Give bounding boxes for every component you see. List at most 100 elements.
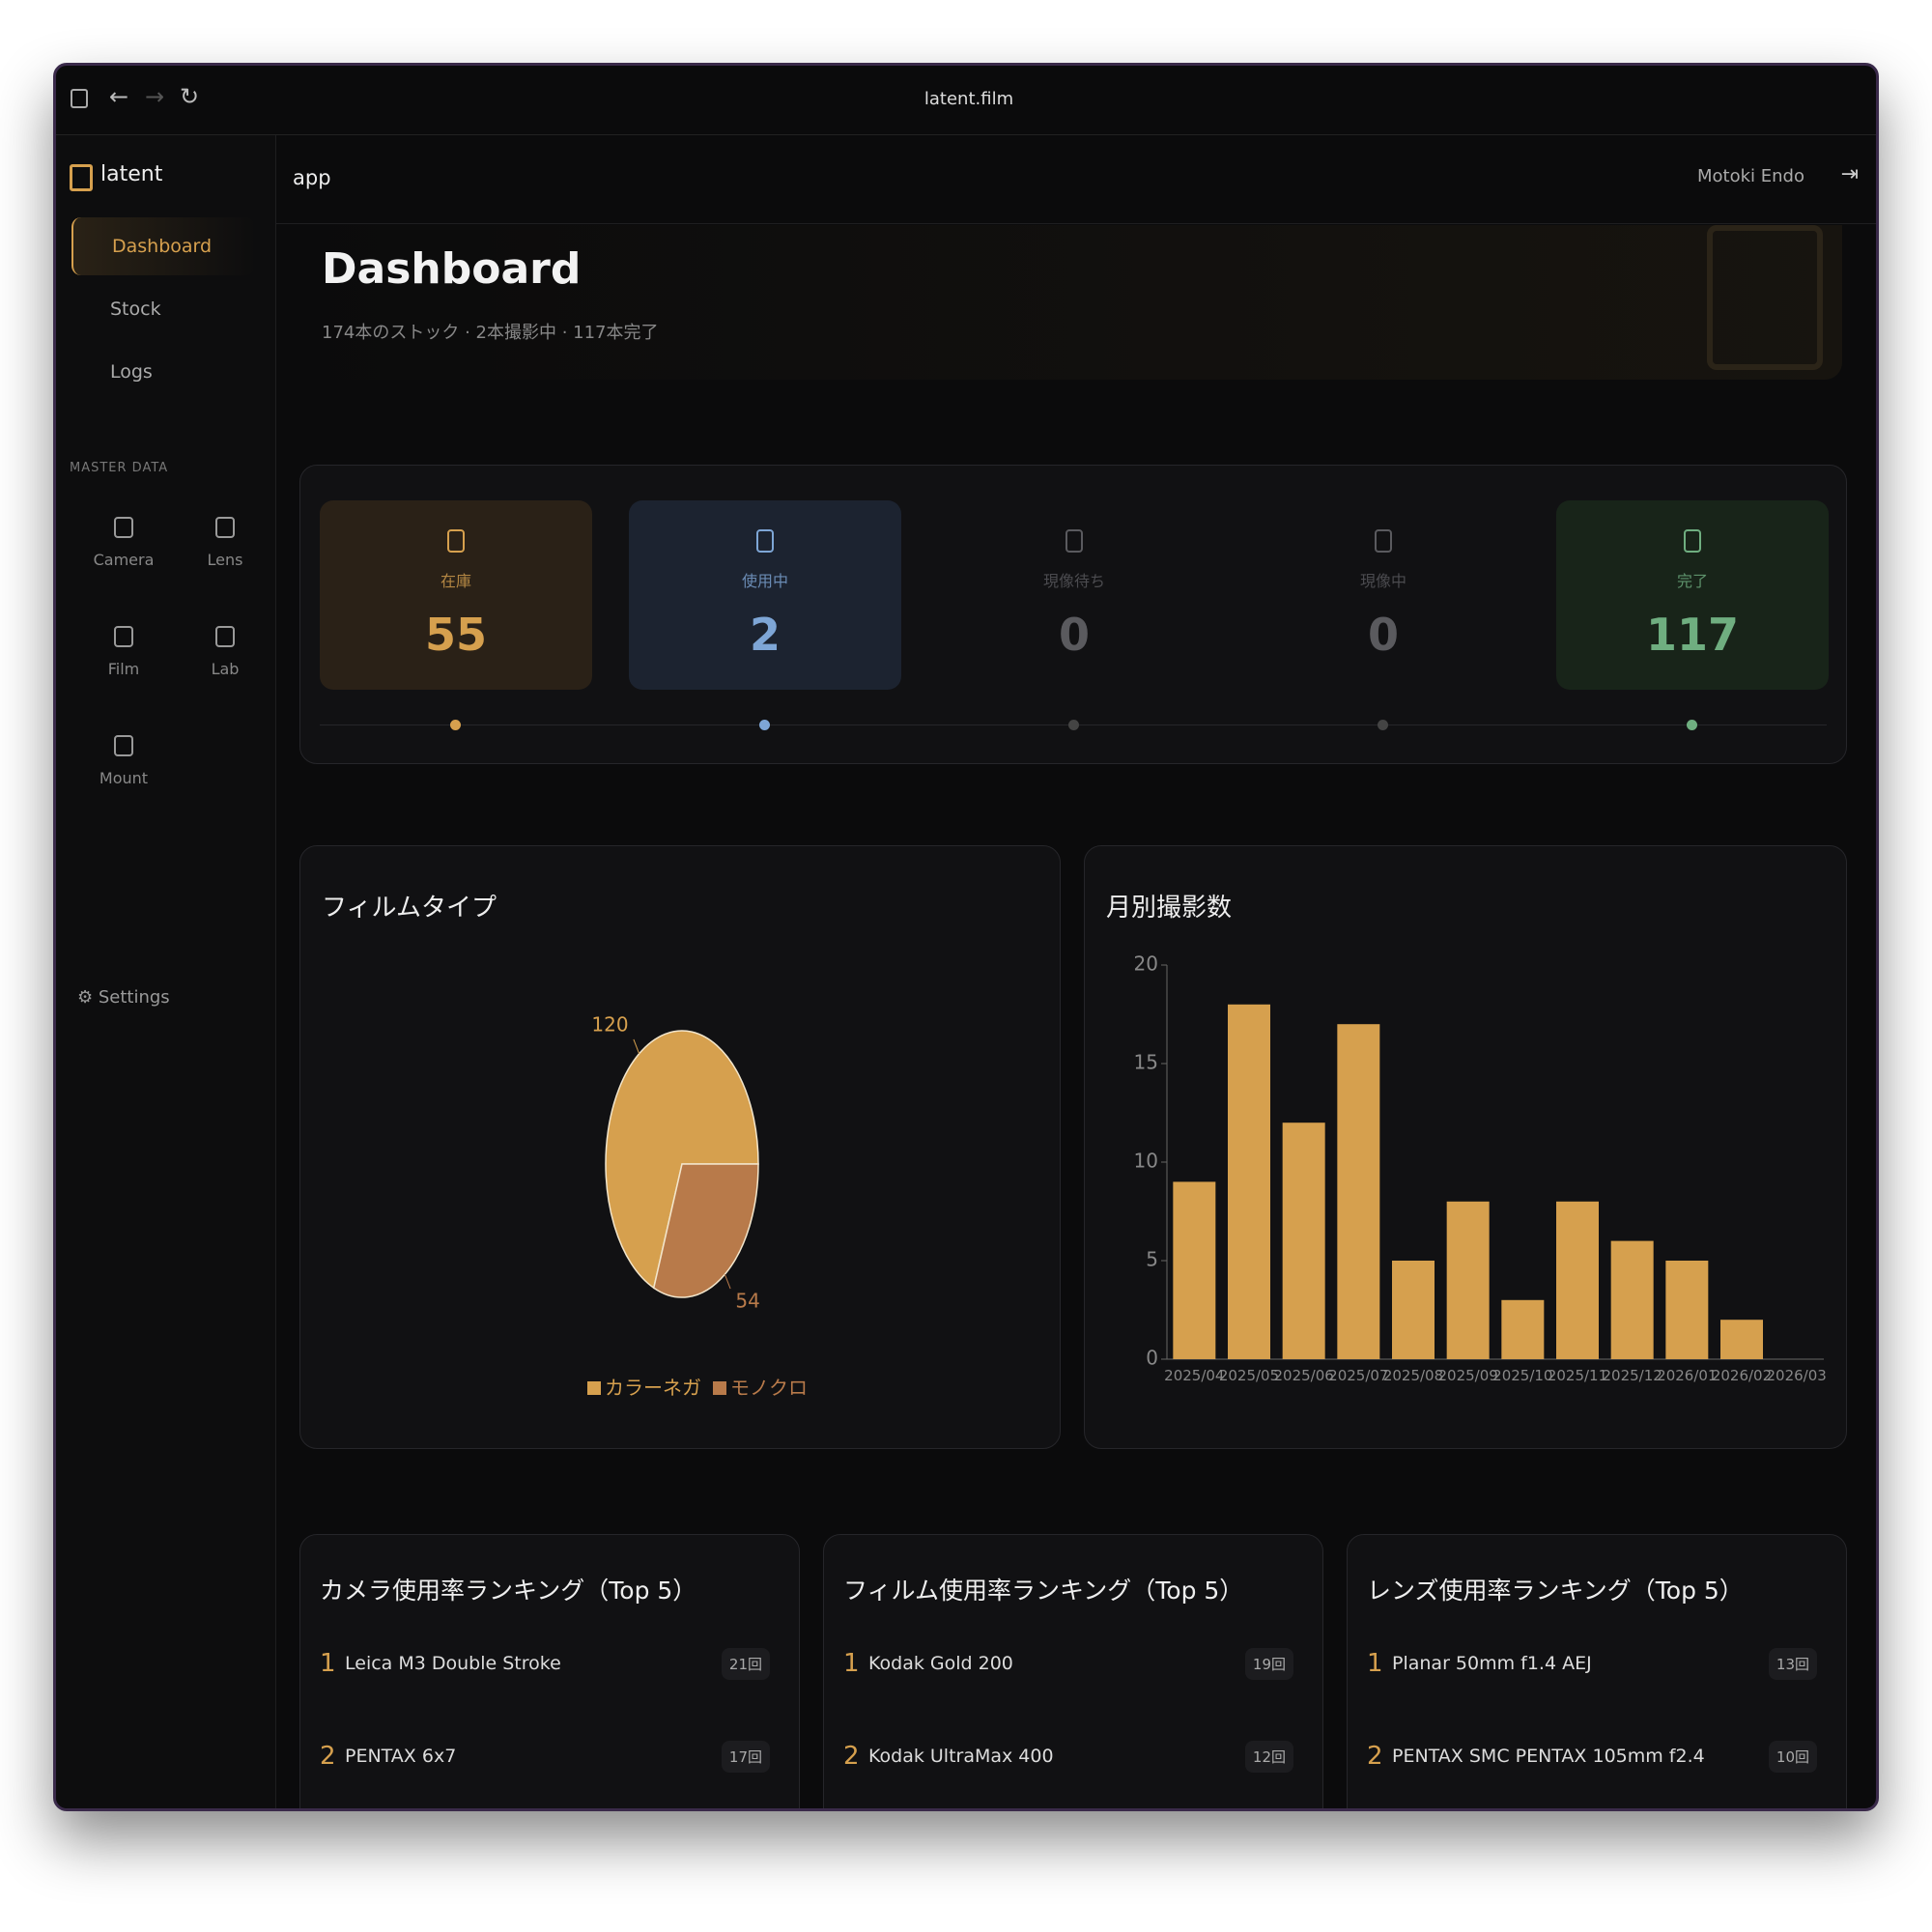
master-item[interactable]: Mount (99, 769, 149, 787)
section-label: MASTER DATA (70, 461, 169, 475)
y-tick-label: 5 (1146, 1248, 1158, 1271)
brand: latent (100, 162, 163, 186)
ranking-row[interactable]: 1 Leica M3 Double Stroke 21回 (320, 1639, 770, 1688)
bar (1392, 1261, 1435, 1359)
hero-icon (1707, 225, 1823, 370)
user-name[interactable]: Motoki Endo (1697, 166, 1804, 186)
leader-line (724, 1274, 731, 1290)
ranking-count: 17回 (721, 1740, 770, 1773)
legend-swatch (587, 1381, 601, 1395)
master-icon (114, 517, 133, 538)
x-tick-label: 2025/09 (1438, 1367, 1498, 1384)
nav-item[interactable]: Dashboard (71, 217, 255, 275)
x-tick-label: 2025/07 (1328, 1367, 1388, 1384)
legend-swatch (713, 1381, 726, 1395)
ranking-name: Planar 50mm f1.4 AEJ (1392, 1653, 1592, 1674)
stat-label: 現像待ち (1042, 572, 1105, 590)
y-tick-label: 15 (1134, 1051, 1158, 1074)
ranking-rank: 1 (1367, 1649, 1383, 1678)
stat-card: 現像中 0 (1247, 500, 1520, 690)
stat-value: 2 (749, 609, 781, 661)
sidebar-toggle[interactable] (71, 89, 88, 108)
browser-window: ← → ↻ latent.film latent MASTER DATA ⚙ S… (53, 63, 1879, 1811)
breadcrumb: app (293, 166, 331, 189)
ranking-rank: 1 (320, 1649, 336, 1678)
stat-card: 使用中 2 (629, 500, 901, 690)
ranking-title: フィルム使用率ランキング（Top 5） (843, 1577, 1244, 1605)
stat-label: 現像中 (1359, 572, 1406, 590)
master-icon (215, 517, 235, 538)
ranking-title: カメラ使用率ランキング（Top 5） (320, 1577, 697, 1605)
logo (70, 164, 93, 191)
x-tick-label: 2026/01 (1657, 1367, 1717, 1384)
ranking-name: Kodak UltraMax 400 (868, 1746, 1054, 1767)
master-icon (114, 626, 133, 647)
master-icon (114, 735, 133, 756)
stat-dot (759, 720, 770, 730)
legend-label: モノクロ (730, 1377, 808, 1400)
y-tick-label: 0 (1146, 1347, 1158, 1370)
x-tick-label: 2025/04 (1164, 1367, 1224, 1384)
settings-link[interactable]: ⚙ Settings (77, 987, 170, 1008)
ranking-row[interactable]: 1 Planar 50mm f1.4 AEJ 13回 (1367, 1639, 1817, 1688)
logout-button[interactable]: ⇥ (1840, 162, 1859, 186)
ranking-count: 21回 (721, 1647, 770, 1680)
bar (1720, 1320, 1763, 1359)
master-item[interactable]: Lab (211, 660, 240, 678)
ranking-row[interactable]: 1 Kodak Gold 200 19回 (843, 1639, 1293, 1688)
ranking-title: レンズ使用率ランキング（Top 5） (1367, 1577, 1744, 1605)
x-tick-label: 2026/03 (1767, 1367, 1827, 1384)
ranking-row[interactable]: 2 PENTAX 6x7 17回 (320, 1732, 770, 1780)
stat-value: 117 (1645, 609, 1740, 661)
ranking-card: フィルム使用率ランキング（Top 5） 1 Kodak Gold 200 19回 2 Ko… (823, 1534, 1323, 1808)
page-title: Dashboard (322, 244, 582, 294)
ranking-rank: 1 (843, 1649, 860, 1678)
x-tick-label: 2025/05 (1219, 1367, 1279, 1384)
bar (1556, 1201, 1599, 1359)
stat-card: 在庫 55 (320, 500, 592, 690)
forward-button[interactable]: → (145, 83, 165, 110)
slice-label: 120 (591, 1013, 628, 1037)
stat-dot (450, 720, 461, 730)
master-item[interactable]: Lens (207, 551, 243, 569)
stat-value: 55 (424, 609, 487, 661)
ranking-count: 10回 (1768, 1740, 1817, 1773)
nav-item[interactable]: Logs (110, 361, 153, 383)
back-button[interactable]: ← (109, 83, 129, 110)
x-tick-label: 2026/02 (1712, 1367, 1772, 1384)
bar (1665, 1261, 1709, 1359)
bar (1173, 1181, 1216, 1359)
header: app Motoki Endo ⇥ (276, 135, 1876, 224)
master-item[interactable]: Film (107, 660, 140, 678)
master-icon (215, 626, 235, 647)
sidebar: latent MASTER DATA ⚙ Settings Dashboard S… (56, 135, 276, 1808)
x-tick-label: 2025/11 (1548, 1367, 1607, 1384)
url-bar[interactable]: latent.film (923, 89, 1014, 109)
ranking-rank: 2 (320, 1742, 336, 1771)
y-tick-label: 20 (1134, 952, 1158, 976)
ranking-row[interactable]: 2 Kodak UltraMax 400 12回 (843, 1732, 1293, 1780)
stat-value: 0 (1058, 609, 1090, 661)
ranking-row[interactable]: 2 PENTAX SMC PENTAX 105mm f2.4 10回 (1367, 1732, 1817, 1780)
x-tick-label: 2025/10 (1492, 1367, 1552, 1384)
ranking-count: 19回 (1244, 1647, 1293, 1680)
stats-panel: 在庫 55 使用中 2 現像待ち 0 現像中 0 完了 117 (299, 465, 1847, 764)
y-tick-label: 10 (1134, 1150, 1158, 1173)
reload-button[interactable]: ↻ (180, 83, 200, 110)
leader-line (633, 1038, 640, 1054)
page-subtitle: 174本のストック · 2本撮影中 · 117本完了 (322, 323, 659, 343)
ranking-card: カメラ使用率ランキング（Top 5） 1 Leica M3 Double Strok… (299, 1534, 800, 1808)
pie-slice (605, 1030, 759, 1290)
x-tick-label: 2025/06 (1274, 1367, 1334, 1384)
ranking-name: Leica M3 Double Stroke (345, 1653, 561, 1674)
toolbar: ← → ↻ latent.film (56, 66, 1876, 135)
stat-label: 在庫 (440, 572, 471, 590)
x-tick-label: 2025/08 (1383, 1367, 1443, 1384)
settings-label: Settings (98, 987, 170, 1008)
stat-label: 使用中 (741, 572, 788, 590)
stat-icon (1065, 529, 1083, 553)
bar (1228, 1004, 1270, 1359)
master-item[interactable]: Camera (93, 551, 155, 569)
nav-item[interactable]: Stock (110, 298, 161, 320)
bar (1282, 1122, 1325, 1359)
